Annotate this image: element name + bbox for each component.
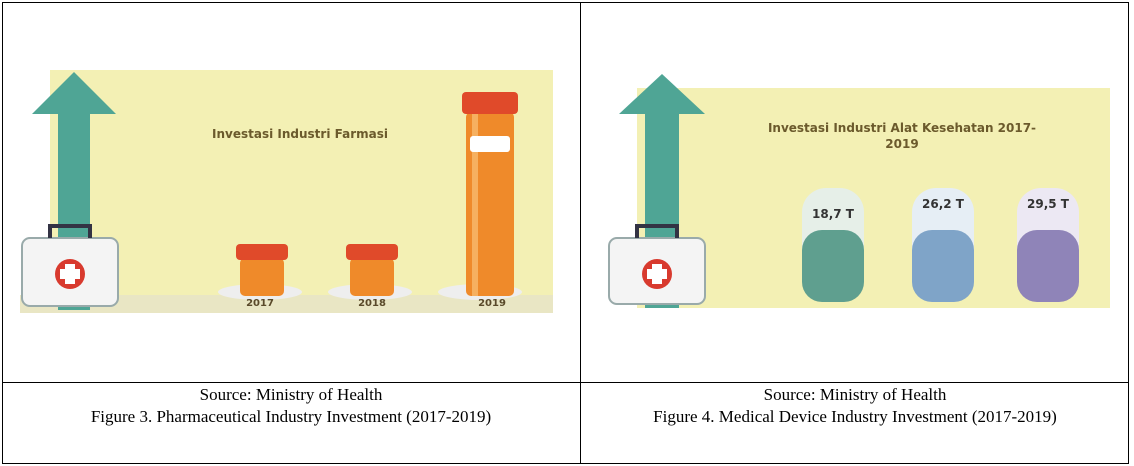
caption-cell: Source: Ministry of Health Figure 4. Med… <box>581 384 1129 428</box>
row-divider <box>2 382 1129 383</box>
source-text: Source: Ministry of Health <box>2 384 580 406</box>
page: Investasi Industri Farmasi 2017 2018 201… <box>0 0 1134 466</box>
source-text: Source: Ministry of Health <box>581 384 1129 406</box>
figure-title: Investasi Industri Alat Kesehatan 2017-2… <box>752 120 1052 152</box>
figure-title: Investasi Industri Farmasi <box>212 127 388 141</box>
year-label: 2018 <box>358 298 386 309</box>
device-infographic: Investasi Industri Alat Kesehatan 2017-2… <box>607 70 1110 308</box>
year-label: 2017 <box>246 298 274 309</box>
caption-cell: Source: Ministry of Health Figure 3. Pha… <box>2 384 580 428</box>
value-label: 18,7 T <box>812 207 855 221</box>
figure-caption: Figure 3. Pharmaceutical Industry Invest… <box>76 406 506 428</box>
value-label: 26,2 T <box>922 197 965 211</box>
figure-caption: Figure 4. Medical Device Industry Invest… <box>640 406 1070 428</box>
pharma-infographic: Investasi Industri Farmasi 2017 2018 201… <box>20 70 553 313</box>
year-label: 2019 <box>478 298 506 309</box>
value-label: 29,5 T <box>1027 197 1070 211</box>
